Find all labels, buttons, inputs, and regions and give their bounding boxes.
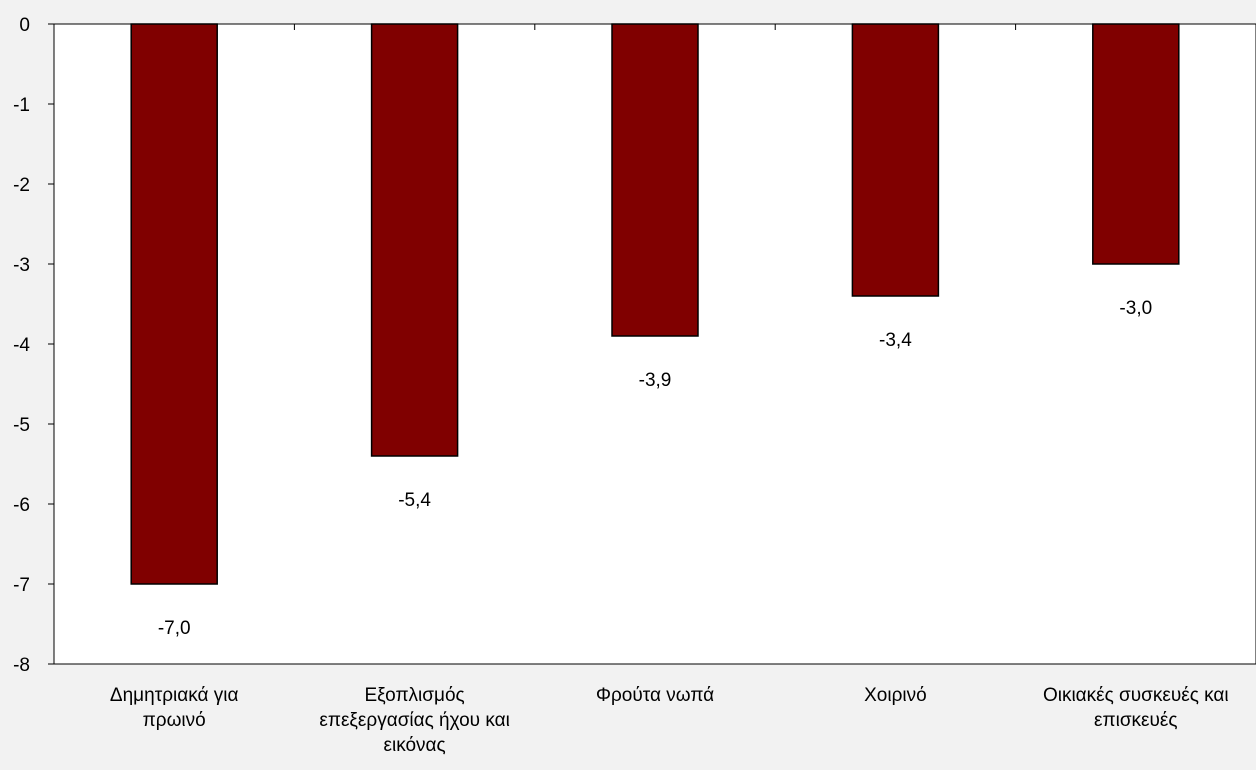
category-label-line: Φρούτα νωπά (596, 685, 714, 706)
data-label: -3,4 (879, 330, 912, 351)
y-tick-label: -1 (13, 95, 30, 116)
y-tick-label: 0 (19, 15, 30, 36)
y-tick-label: -3 (13, 255, 30, 276)
y-tick-label: -5 (13, 415, 30, 436)
category-label-line: Χοιρινό (864, 685, 927, 706)
bar (851, 23, 940, 297)
category-label-line: εικόνας (384, 735, 446, 756)
category-label-line: Δημητριακά για (110, 685, 239, 706)
bar (1092, 23, 1180, 265)
category-label-line: επισκευές (1094, 710, 1178, 731)
data-label: -3,9 (639, 370, 672, 391)
category-label: Δημητριακά για πρωινό (110, 685, 239, 731)
category-label: Χοιρινό (864, 685, 927, 706)
data-label: -3,0 (1119, 298, 1152, 319)
category-label-line: επεξεργασίας ήχου και (319, 710, 509, 731)
y-tick-label: -8 (13, 655, 30, 676)
data-label: -7,0 (158, 618, 191, 639)
bar (130, 23, 218, 585)
bar (611, 23, 699, 337)
category-label-line: πρωινό (143, 710, 206, 731)
data-label: -5,4 (398, 490, 431, 511)
category-label: Οικιακές συσκευές και επισκευές (1043, 685, 1229, 731)
category-label-line: Οικιακές συσκευές και (1043, 685, 1229, 706)
bar (370, 23, 459, 457)
category-label-line: Εξοπλισμός (364, 685, 464, 706)
y-tick-label: -2 (13, 175, 30, 196)
y-tick-label: -4 (13, 335, 30, 356)
y-tick-label: -7 (13, 575, 30, 596)
category-label: Φρούτα νωπά (596, 685, 714, 706)
category-label: Εξοπλισμός επεξεργασίας ήχου και εικόνας (319, 685, 509, 756)
y-tick-label: -6 (13, 495, 30, 516)
